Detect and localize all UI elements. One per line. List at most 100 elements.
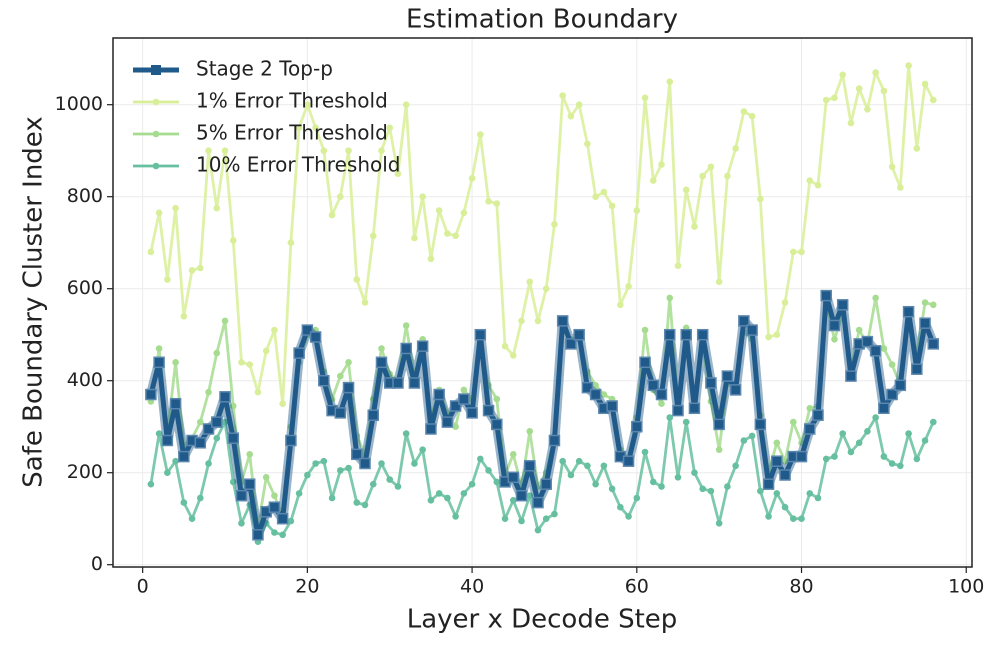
point <box>622 455 635 467</box>
point <box>501 342 509 350</box>
point <box>221 418 229 426</box>
legend-label: 1% Error Threshold <box>196 89 388 113</box>
point <box>814 494 822 502</box>
point <box>724 172 731 180</box>
point <box>691 223 698 230</box>
y-tick-label: 200 <box>67 461 103 483</box>
point <box>861 335 874 348</box>
point <box>526 278 534 286</box>
point <box>509 497 517 504</box>
point <box>822 96 830 104</box>
point <box>268 501 281 513</box>
point <box>855 326 863 334</box>
point <box>202 423 215 435</box>
point <box>172 204 179 212</box>
point <box>466 407 478 419</box>
legend-label: 5% Error Threshold <box>196 121 388 145</box>
point <box>369 232 377 240</box>
point <box>781 457 789 465</box>
point <box>180 499 188 506</box>
point <box>798 248 805 256</box>
point <box>213 349 221 357</box>
point <box>649 478 657 486</box>
point <box>773 490 781 497</box>
x-tick-label: 20 <box>295 576 319 598</box>
point <box>271 326 278 334</box>
point <box>696 328 709 341</box>
point <box>534 526 542 534</box>
point <box>304 101 311 108</box>
point <box>458 393 470 405</box>
point <box>293 347 305 359</box>
point <box>905 62 912 69</box>
point <box>789 418 797 426</box>
point <box>526 428 534 435</box>
point <box>337 372 344 380</box>
point <box>427 255 435 263</box>
point <box>178 450 190 463</box>
point <box>518 517 525 525</box>
point <box>773 439 781 447</box>
point <box>309 331 322 343</box>
point <box>337 467 344 474</box>
point <box>295 124 303 131</box>
legend-marker <box>151 65 161 75</box>
point <box>318 374 330 387</box>
point <box>252 529 264 541</box>
point <box>845 370 857 382</box>
point <box>532 496 544 509</box>
point <box>581 381 594 394</box>
point <box>705 377 717 389</box>
point <box>872 69 879 76</box>
point <box>905 430 912 437</box>
point <box>633 494 641 502</box>
point <box>161 434 174 447</box>
point <box>631 420 643 433</box>
point <box>880 453 888 460</box>
point <box>441 416 454 428</box>
point <box>180 313 188 320</box>
point <box>633 207 641 214</box>
legend-label: Stage 2 Top-p <box>196 57 333 81</box>
point <box>419 446 426 454</box>
point <box>732 462 739 470</box>
point <box>789 515 797 522</box>
point <box>509 352 517 359</box>
point <box>155 430 163 437</box>
point <box>762 478 775 490</box>
point <box>894 379 907 392</box>
point <box>229 402 237 410</box>
point <box>402 101 410 108</box>
point <box>641 448 649 456</box>
point <box>408 377 421 389</box>
point <box>501 515 509 522</box>
plot-frame <box>112 37 973 568</box>
point <box>724 483 731 490</box>
point <box>155 345 163 352</box>
point <box>229 237 237 244</box>
point <box>625 283 632 290</box>
point <box>658 400 665 408</box>
point <box>197 264 204 272</box>
point <box>164 469 171 477</box>
point <box>394 483 402 490</box>
point <box>262 474 270 481</box>
point <box>444 494 451 502</box>
point <box>795 450 808 463</box>
point <box>235 489 248 502</box>
point <box>617 301 624 309</box>
point <box>353 276 361 283</box>
point <box>674 262 682 270</box>
point <box>886 388 898 401</box>
point <box>666 294 674 302</box>
point <box>820 289 832 302</box>
point <box>279 531 286 539</box>
point <box>929 418 937 426</box>
point <box>836 299 849 311</box>
point <box>617 503 624 511</box>
point <box>515 489 528 502</box>
point <box>732 145 739 152</box>
point <box>625 513 632 520</box>
point <box>320 147 328 154</box>
